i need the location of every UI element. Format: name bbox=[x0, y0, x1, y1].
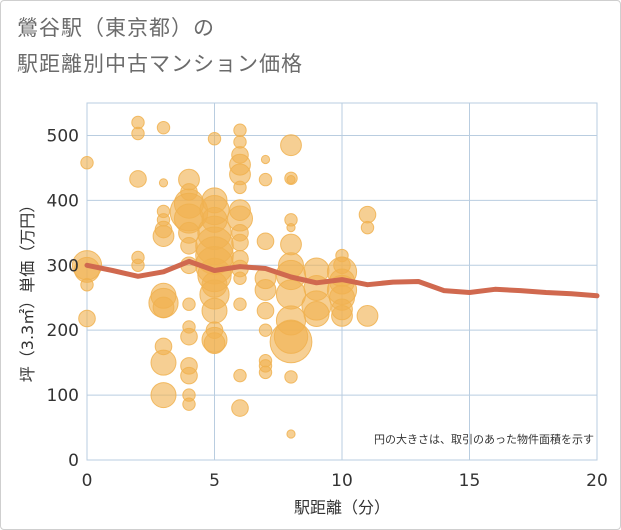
scatter-point bbox=[80, 156, 94, 170]
scatter-point bbox=[233, 297, 247, 311]
scatter-point bbox=[152, 296, 175, 319]
scatter-point bbox=[258, 365, 273, 380]
x-tick-label: 5 bbox=[209, 471, 220, 491]
scatter-point bbox=[286, 174, 296, 185]
scatter-point bbox=[131, 126, 145, 141]
scatter-point bbox=[150, 382, 177, 409]
scatter-point bbox=[356, 305, 379, 327]
scatter-point bbox=[129, 170, 147, 188]
scatter-point bbox=[254, 279, 277, 301]
scatter-point bbox=[258, 323, 273, 337]
scatter-point bbox=[331, 305, 353, 327]
scatter-point bbox=[233, 368, 247, 383]
scatter-point bbox=[180, 327, 198, 346]
axis-ticks: 0 100 200 300 400 500 0 5 10 15 20 bbox=[47, 126, 608, 491]
scatter-point bbox=[303, 300, 330, 327]
x-tick-label: 0 bbox=[82, 471, 93, 491]
scatter-point bbox=[233, 271, 247, 285]
scatter-point bbox=[286, 429, 296, 439]
scatter-point bbox=[80, 278, 94, 292]
scatter-point bbox=[233, 180, 247, 195]
average-line bbox=[84, 258, 600, 299]
scatter-point bbox=[275, 279, 307, 310]
scatter-point bbox=[360, 220, 375, 235]
scatter-point bbox=[154, 220, 173, 239]
scatter-point bbox=[180, 366, 198, 385]
y-tick-label: 400 bbox=[47, 191, 79, 211]
scatter-point bbox=[231, 399, 249, 417]
scatter-point bbox=[78, 309, 96, 328]
x-axis-title: 駅距離（分） bbox=[294, 498, 390, 517]
scatter-point bbox=[258, 172, 273, 187]
scatter-point bbox=[280, 134, 302, 157]
scatter-point bbox=[158, 178, 169, 188]
scatter-point bbox=[284, 370, 298, 384]
scatter-point bbox=[256, 301, 275, 320]
y-axis-title: 坪（3.3㎡）単価（万円） bbox=[18, 197, 37, 382]
scatter-point bbox=[286, 223, 296, 233]
y-tick-label: 500 bbox=[47, 126, 79, 146]
scatter-point bbox=[280, 233, 302, 256]
scatter-point bbox=[182, 297, 196, 311]
y-tick-label: 0 bbox=[68, 451, 79, 471]
x-tick-label: 20 bbox=[586, 471, 608, 491]
size-annotation: 円の大きさは、取引のあった物件面積を示す bbox=[374, 432, 594, 446]
y-tick-label: 200 bbox=[47, 321, 79, 341]
scatter-point bbox=[358, 205, 377, 224]
y-tick-label: 300 bbox=[47, 256, 79, 276]
scatter-point bbox=[150, 349, 177, 376]
chart-title-line1: 鶯谷駅（東京都）の bbox=[17, 16, 215, 40]
scatter-point bbox=[131, 258, 145, 272]
chart-title-line2: 駅距離別中古マンション価格 bbox=[17, 52, 303, 76]
y-tick-label: 100 bbox=[47, 386, 79, 406]
scatter-point bbox=[231, 233, 249, 252]
scatter-point bbox=[207, 132, 222, 146]
x-tick-label: 10 bbox=[331, 471, 353, 491]
scatter-point bbox=[269, 320, 313, 364]
scatter-point bbox=[201, 297, 228, 324]
scatter-point bbox=[233, 123, 247, 137]
scatter-point bbox=[180, 237, 198, 255]
scatter-point bbox=[182, 397, 196, 411]
scatter-point bbox=[203, 332, 226, 355]
average-line-series bbox=[84, 258, 600, 299]
scatter-point bbox=[256, 232, 275, 251]
x-tick-label: 15 bbox=[459, 471, 481, 491]
scatter-point bbox=[260, 154, 271, 165]
scatter-point bbox=[156, 120, 171, 135]
scatter-series bbox=[71, 115, 379, 439]
